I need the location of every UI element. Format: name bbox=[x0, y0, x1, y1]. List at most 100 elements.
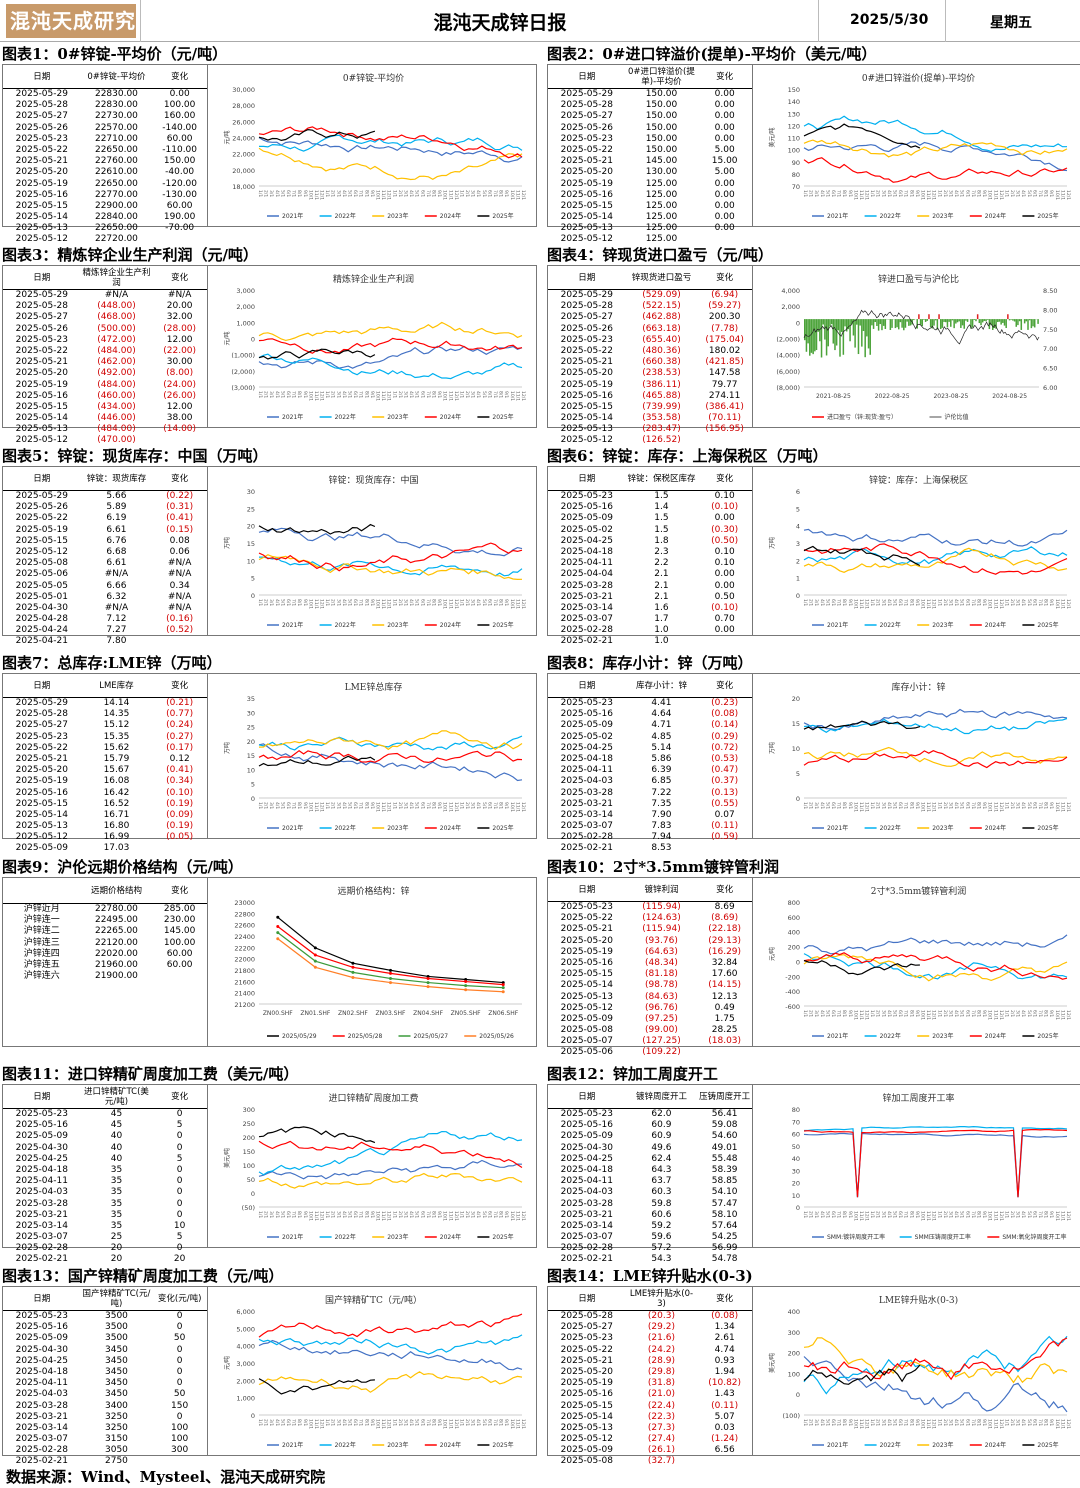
x-tick-mark: 12/1 bbox=[864, 1419, 870, 1429]
x-tick-mark: 12/1 bbox=[319, 190, 325, 200]
table-row: 2025-05-20 (492.00) (8.00) bbox=[3, 368, 207, 379]
x-tick-mark: 2/1 bbox=[1009, 802, 1015, 809]
x-tick-mark: 1/1 bbox=[324, 190, 330, 197]
table-cell: 4.74 bbox=[714, 1344, 735, 1355]
series-line bbox=[258, 345, 523, 369]
series-bar bbox=[882, 319, 885, 326]
table-header-cell: 变化 bbox=[716, 1293, 734, 1304]
x-tick-mark: 8/1 bbox=[975, 599, 981, 606]
x-tick-mark: 12/1 bbox=[386, 599, 392, 609]
table-cell: 6.61 bbox=[106, 558, 127, 569]
table-cell: 0 bbox=[176, 1378, 183, 1389]
section-box: 日期 0#锌锭-平均价 变化 2025-05-29 22830.00 0.00 2025-0… bbox=[2, 64, 537, 244]
x-tick-mark: 4/1 bbox=[953, 802, 959, 809]
table-cell: 1.0 bbox=[654, 636, 669, 647]
x-tick-mark: 9/1 bbox=[436, 599, 442, 606]
x-tick-mark: 4/1 bbox=[341, 1211, 347, 1218]
x-tick-mark: 9/1 bbox=[369, 1211, 375, 1218]
x-tick-mark: 1/1 bbox=[802, 599, 808, 606]
x-tick-mark: 8/1 bbox=[363, 1211, 369, 1218]
x-tick-mark: 10/1 bbox=[1054, 599, 1060, 609]
legend-label: 2025/05/29 bbox=[282, 1033, 317, 1040]
table-cell: (14.00) bbox=[163, 424, 197, 435]
x-tick-mark: 10/1 bbox=[1054, 1419, 1060, 1429]
table-cell: 2025-04-03 bbox=[560, 1187, 613, 1198]
x-tick-mark: 2/1 bbox=[464, 190, 470, 197]
y-tick-label: 21400 bbox=[234, 990, 255, 998]
legend-label: 2023年 bbox=[387, 212, 408, 220]
x-tick-mark: 9/1 bbox=[302, 190, 308, 197]
table-row: 2025-05-23 62.0 56.41 bbox=[548, 1109, 752, 1120]
table-cell: (472.00) bbox=[97, 334, 136, 345]
chart-title: 国产锌精矿TC（元/吨） bbox=[325, 1294, 422, 1306]
table-header-cell: 日期 bbox=[33, 1091, 51, 1102]
y-tick-label: -600 bbox=[785, 1003, 800, 1011]
series-line bbox=[258, 1334, 523, 1355]
x-tick-mark: 1/1 bbox=[1003, 1010, 1009, 1017]
table-cell: 0 bbox=[176, 1187, 183, 1198]
series-bar bbox=[931, 319, 934, 329]
table-cell: 0.08 bbox=[169, 535, 190, 546]
table-row: 2025-05-14 (353.58) (70.11) bbox=[548, 413, 752, 424]
section-title: 图表8：库存小计：锌（万吨） bbox=[547, 654, 753, 672]
x-tick-mark: 5/1 bbox=[959, 599, 965, 606]
table-cell: 57.2 bbox=[651, 1243, 672, 1254]
table-cell: 0 bbox=[176, 1176, 183, 1187]
table-cell: 15.62 bbox=[103, 742, 130, 753]
table-row: 沪锌连三 22120.00 100.00 bbox=[3, 938, 207, 949]
table-row: 2025-04-18 3450 0 bbox=[3, 1367, 207, 1378]
x-tick-mark: 1/1 bbox=[936, 1211, 942, 1218]
x-tick-mark: 2/1 bbox=[263, 391, 269, 398]
chart-title: 2寸*3.5mm镀锌管利润 bbox=[871, 885, 967, 897]
x-tick-mark: 5/1 bbox=[892, 1211, 898, 1218]
table-cell: (0.13) bbox=[711, 787, 739, 798]
chart-section: 图表2：0#进口锌溢价(提单)-平均价（美元/吨） 日期 0#进口锌溢价(提单)-平… bbox=[547, 44, 1080, 244]
y-tick-label: 5 bbox=[796, 505, 800, 513]
table-cell: 2025-05-15 bbox=[560, 200, 613, 211]
table-row: 2025-04-03 60.3 54.10 bbox=[548, 1187, 752, 1198]
x-tick-mark: 2/1 bbox=[464, 599, 470, 606]
x-tick-mark: 10/1 bbox=[852, 1211, 858, 1221]
brand-logo: 混沌天成研究院 bbox=[6, 4, 136, 67]
table-row: 2025-05-22 22650.00 -110.00 bbox=[3, 145, 207, 156]
table-cell: 0 bbox=[176, 1109, 183, 1119]
section-box: 日期 国产锌精矿TC(元/吨) 变化(元/吨) 2025-05-23 3500 0 2025… bbox=[2, 1286, 537, 1466]
table-cell: 285.00 bbox=[163, 904, 196, 914]
x-tick-mark: 11/1 bbox=[313, 391, 319, 401]
y-tick-label: 0 bbox=[796, 319, 800, 327]
series-bar bbox=[839, 319, 841, 357]
chart-title: 远期价格结构：锌 bbox=[337, 885, 409, 897]
x-tick-mark: 11/1 bbox=[992, 802, 998, 812]
table-cell: 54.60 bbox=[711, 1131, 738, 1142]
table-cell: 21960.00 bbox=[94, 959, 138, 970]
table-cell: 0 bbox=[176, 1344, 183, 1355]
table-row: 2025-05-13 (27.3) 0.03 bbox=[548, 1423, 752, 1434]
table-cell: 22610.00 bbox=[94, 167, 138, 178]
x-tick-mark: 3/1 bbox=[880, 1010, 886, 1017]
table-row: 2025-05-23 (21.6) 2.61 bbox=[548, 1333, 752, 1344]
y-tick-label: 140 bbox=[788, 98, 800, 106]
table-cell: 2025-02-28 bbox=[15, 1445, 68, 1456]
x-tick-mark: 7/1 bbox=[492, 391, 498, 398]
x-tick-mark: 11/1 bbox=[514, 1419, 520, 1429]
table-row: 2025-04-18 2.3 0.10 bbox=[548, 547, 752, 558]
x-tick-mark: 7/1 bbox=[425, 1419, 431, 1426]
y-axis-label: 万吨 bbox=[223, 742, 231, 754]
legend-label: 2023年 bbox=[932, 1032, 953, 1040]
x-tick-mark: 10/1 bbox=[1054, 802, 1060, 812]
x-tick-mark: 5/1 bbox=[279, 391, 285, 398]
table-row: 2025-05-07 (127.25) (18.03) bbox=[548, 1036, 752, 1047]
y-tick-label: 22,000 bbox=[232, 151, 255, 159]
table-cell: 2025-02-21 bbox=[15, 1254, 68, 1265]
section-title: 图表5：锌锭：现货库存：中国（万吨） bbox=[2, 447, 268, 465]
x-tick-mark: 6/1 bbox=[964, 1010, 970, 1017]
x-tick-mark: 4/1 bbox=[341, 190, 347, 197]
table-cell: 60.00 bbox=[166, 133, 193, 144]
table-row: 2025-05-14 (22.3) 5.07 bbox=[548, 1412, 752, 1423]
section-box: 日期 镀锌利润 变化 2025-05-23 (115.94) 8.69 2025-05-22… bbox=[547, 877, 1080, 1057]
table-cell: (0.41) bbox=[166, 513, 194, 524]
y-axis-label: 万吨 bbox=[768, 742, 776, 754]
table-cell: 2025-05-02 bbox=[560, 731, 613, 742]
section-title: 图表14：LME锌升贴水(0-3) bbox=[547, 1267, 753, 1285]
